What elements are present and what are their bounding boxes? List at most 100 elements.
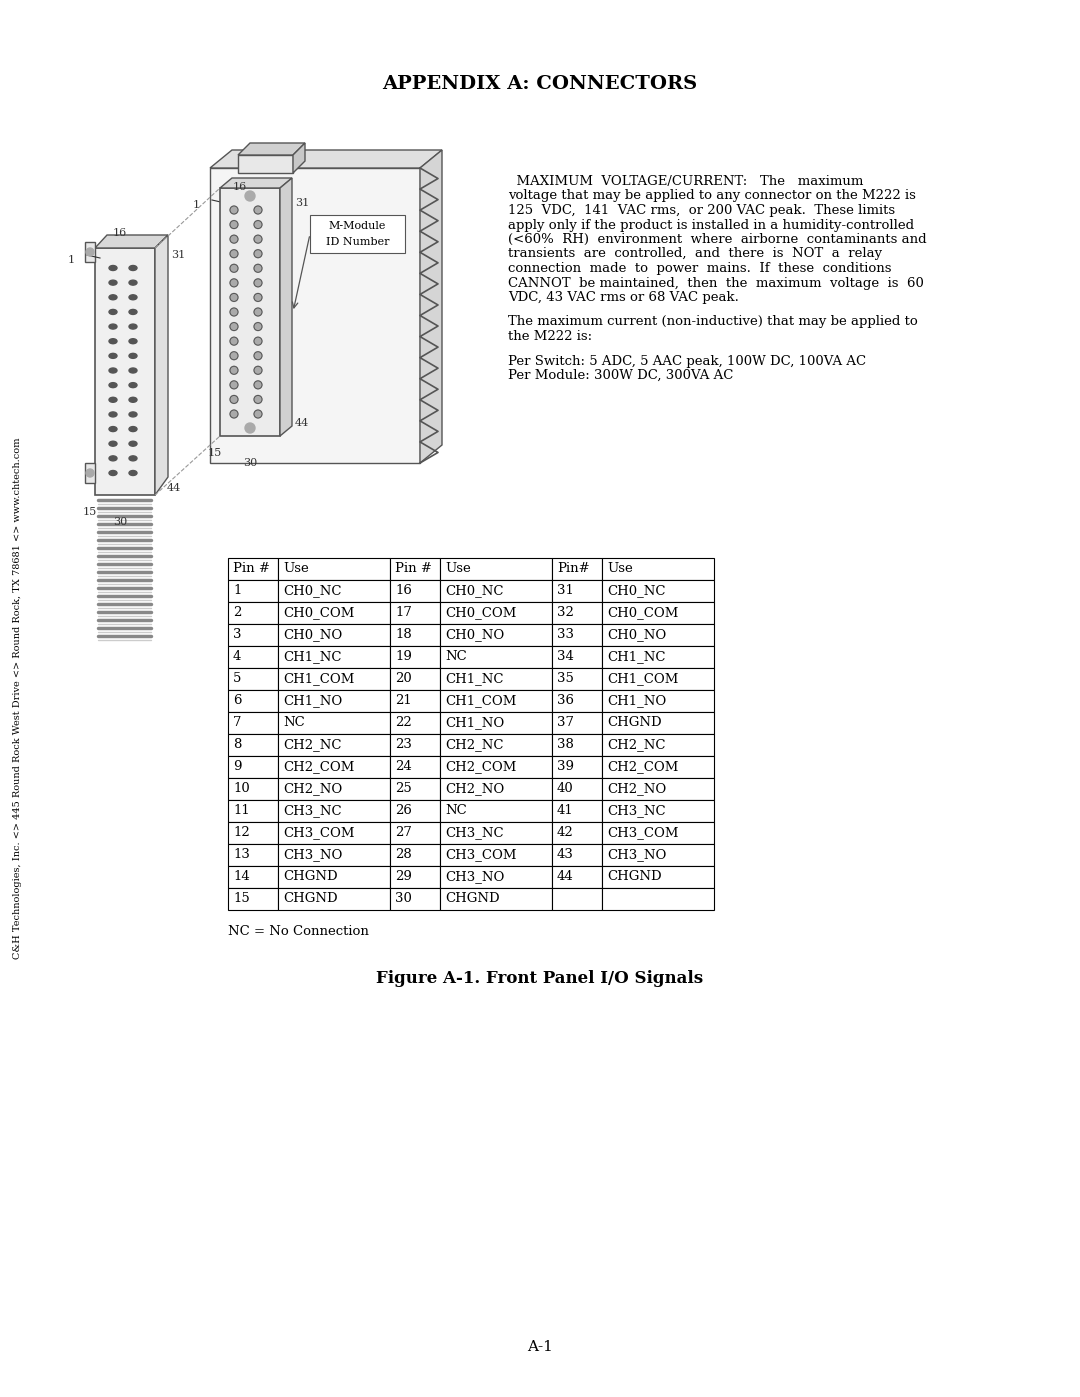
Text: CH3_NC: CH3_NC — [607, 805, 665, 817]
Ellipse shape — [129, 441, 137, 446]
Bar — [278, 668, 390, 690]
Bar — [440, 844, 552, 866]
Bar — [228, 580, 278, 602]
Text: Figure A-1. Front Panel I/O Signals: Figure A-1. Front Panel I/O Signals — [377, 970, 703, 988]
Text: CH3_COM: CH3_COM — [445, 848, 516, 862]
Circle shape — [86, 249, 94, 256]
Text: 15: 15 — [83, 507, 97, 517]
Circle shape — [230, 221, 238, 229]
Polygon shape — [220, 177, 292, 189]
Bar — [440, 733, 552, 756]
Circle shape — [230, 307, 238, 316]
Text: 1: 1 — [68, 256, 75, 265]
Text: 34: 34 — [557, 651, 573, 664]
Circle shape — [230, 381, 238, 388]
Bar — [390, 733, 440, 756]
Polygon shape — [156, 235, 168, 495]
Bar — [440, 821, 552, 844]
Circle shape — [254, 279, 262, 286]
Ellipse shape — [109, 426, 117, 432]
Text: 10: 10 — [233, 782, 249, 795]
Bar — [228, 756, 278, 778]
Circle shape — [230, 323, 238, 331]
Bar — [602, 844, 714, 866]
Text: NC: NC — [283, 717, 305, 729]
Bar — [228, 690, 278, 712]
Text: CH2_NC: CH2_NC — [607, 739, 665, 752]
Bar — [278, 712, 390, 733]
Ellipse shape — [129, 265, 137, 271]
Text: 4: 4 — [233, 651, 241, 664]
Bar — [602, 645, 714, 668]
Polygon shape — [238, 142, 305, 155]
Bar — [552, 712, 602, 733]
Text: APPENDIX A: CONNECTORS: APPENDIX A: CONNECTORS — [382, 75, 698, 94]
Text: 26: 26 — [395, 805, 411, 817]
Bar — [228, 668, 278, 690]
Bar — [552, 866, 602, 888]
Bar — [440, 668, 552, 690]
Bar — [552, 844, 602, 866]
Bar — [278, 800, 390, 821]
Text: Use: Use — [445, 563, 471, 576]
Bar — [278, 778, 390, 800]
Text: NC: NC — [445, 651, 467, 664]
Ellipse shape — [109, 309, 117, 314]
Ellipse shape — [109, 265, 117, 271]
Ellipse shape — [109, 353, 117, 359]
Text: 16: 16 — [233, 182, 247, 191]
Bar — [602, 557, 714, 580]
Bar — [440, 624, 552, 645]
Text: CH0_NO: CH0_NO — [283, 629, 342, 641]
Text: A-1: A-1 — [527, 1340, 553, 1354]
Bar — [552, 733, 602, 756]
Text: MAXIMUM  VOLTAGE/CURRENT:   The   maximum: MAXIMUM VOLTAGE/CURRENT: The maximum — [508, 175, 863, 189]
Ellipse shape — [129, 309, 137, 314]
Bar — [552, 800, 602, 821]
Text: 1: 1 — [233, 584, 241, 598]
Bar — [390, 557, 440, 580]
Text: CH0_COM: CH0_COM — [607, 606, 678, 619]
Circle shape — [86, 469, 94, 476]
Polygon shape — [238, 155, 293, 173]
Ellipse shape — [129, 295, 137, 300]
Bar — [552, 756, 602, 778]
Text: 27: 27 — [395, 827, 411, 840]
Text: 38: 38 — [557, 739, 573, 752]
Bar — [552, 668, 602, 690]
Text: CANNOT  be maintained,  then  the  maximum  voltage  is  60: CANNOT be maintained, then the maximum v… — [508, 277, 923, 289]
Text: CH3_COM: CH3_COM — [607, 827, 678, 840]
Circle shape — [254, 323, 262, 331]
Bar — [440, 800, 552, 821]
Text: (<60%  RH)  environment  where  airborne  contaminants and: (<60% RH) environment where airborne con… — [508, 233, 927, 246]
Bar — [390, 866, 440, 888]
Bar — [390, 690, 440, 712]
Text: ID Number: ID Number — [326, 237, 389, 247]
Bar — [278, 624, 390, 645]
Circle shape — [230, 293, 238, 302]
Ellipse shape — [109, 397, 117, 402]
Text: 16: 16 — [395, 584, 411, 598]
Bar — [602, 888, 714, 909]
Ellipse shape — [109, 471, 117, 475]
Ellipse shape — [129, 412, 137, 416]
Text: 6: 6 — [233, 694, 242, 707]
Text: 19: 19 — [395, 651, 411, 664]
Circle shape — [254, 381, 262, 388]
Text: CH3_NC: CH3_NC — [445, 827, 503, 840]
Bar — [552, 778, 602, 800]
Bar — [552, 624, 602, 645]
Bar — [228, 866, 278, 888]
Text: CH2_NO: CH2_NO — [445, 782, 504, 795]
Circle shape — [230, 279, 238, 286]
Polygon shape — [85, 462, 95, 483]
Bar — [440, 888, 552, 909]
Polygon shape — [210, 149, 442, 168]
Text: 18: 18 — [395, 629, 411, 641]
Text: CHGND: CHGND — [607, 870, 662, 883]
Bar — [278, 557, 390, 580]
Ellipse shape — [109, 441, 117, 446]
Circle shape — [230, 395, 238, 404]
Text: 37: 37 — [557, 717, 573, 729]
Text: 7: 7 — [233, 717, 242, 729]
